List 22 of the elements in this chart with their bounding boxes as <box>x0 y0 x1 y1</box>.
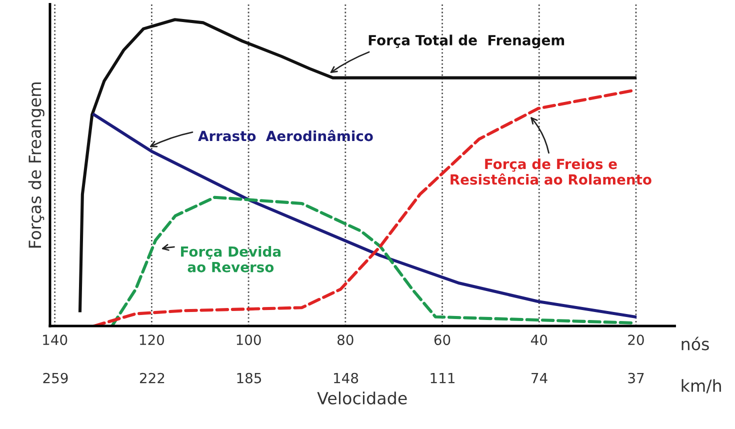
x2-tick-label: 185 <box>237 372 262 384</box>
annotation: Força Devida ao Reverso <box>181 246 281 272</box>
x-tick-label: 120 <box>140 334 164 346</box>
annotation: Arrasto Aerodinâmico <box>198 130 373 142</box>
x-tick-label: 140 <box>43 334 68 346</box>
y-axis-title: Forças de Freangem <box>28 82 44 248</box>
x2-tick-label: 37 <box>628 372 644 384</box>
x-tick-label: 80 <box>338 334 354 346</box>
x2-tick-label: 259 <box>43 372 68 384</box>
x2-tick-label: 111 <box>430 372 454 384</box>
x-tick-label: 20 <box>628 334 644 346</box>
text: nós <box>682 336 709 350</box>
x-tick-label: 60 <box>434 334 450 346</box>
x-tick-label: 100 <box>236 334 261 346</box>
x2-tick-label: 222 <box>140 372 164 384</box>
x2-tick-label: 74 <box>532 372 548 384</box>
x-axis-title: Velocidade <box>317 392 407 404</box>
annotation: Força Total de Frenagem <box>368 34 564 48</box>
text: km/h <box>682 379 721 394</box>
annotation: Força de Freios e Resistência ao Rolamento <box>450 158 652 185</box>
x2-tick-label: 148 <box>334 372 358 384</box>
x-tick-label: 40 <box>530 334 548 346</box>
